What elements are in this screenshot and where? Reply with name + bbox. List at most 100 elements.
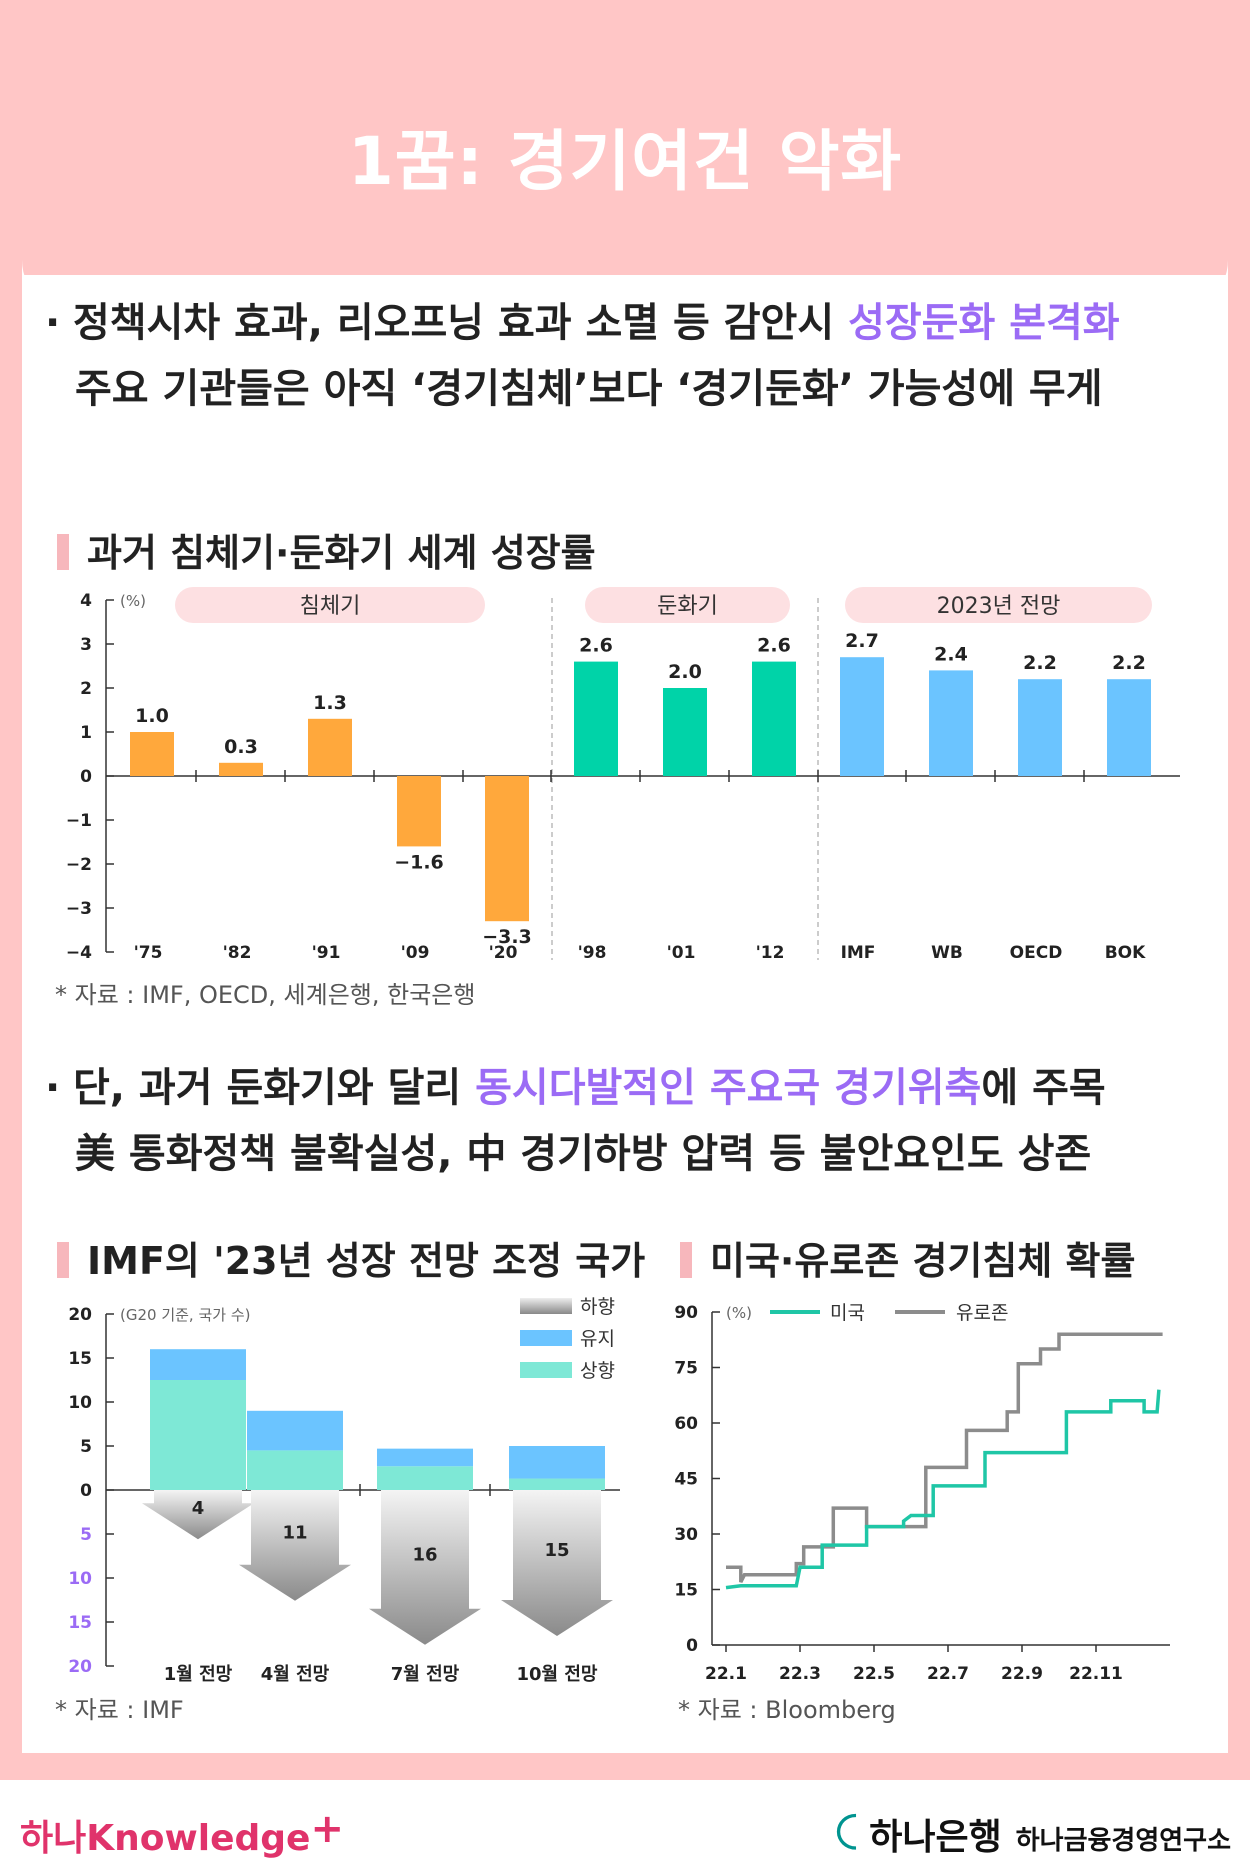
- data-label: 2.4: [934, 643, 968, 665]
- x-tick-label: IMF: [841, 943, 876, 963]
- bullet-1-highlight: 성장둔화 본격화: [848, 300, 1120, 346]
- bar-keep-2: [377, 1448, 473, 1467]
- y-tick-label: 5: [80, 1437, 92, 1457]
- down-label: 11: [282, 1522, 307, 1543]
- bar-3: [397, 776, 441, 847]
- bar-8: [840, 657, 884, 776]
- series-line-0: [725, 1389, 1161, 1590]
- bullet-2-post: 에 주목: [981, 1065, 1106, 1111]
- logo-text: 하나Knowledge: [20, 1818, 311, 1859]
- title-bar-icon: [57, 534, 69, 570]
- data-label: 2.2: [1112, 652, 1146, 674]
- group-label: 2023년 전망: [937, 594, 1061, 619]
- bar-down-arrow-2: [369, 1490, 481, 1645]
- y-tick-label: 20: [68, 1305, 92, 1325]
- bullet-2: · 단, 과거 둔화기와 달리 동시다발적인 주요국 경기위축에 주목 美 통화정…: [45, 1055, 1106, 1187]
- bar-5: [574, 661, 618, 776]
- bar-10: [1018, 679, 1062, 776]
- bullet-2-text: 단, 과거 둔화기와 달리: [73, 1065, 476, 1111]
- bar-7: [752, 661, 796, 776]
- data-label: 2.7: [845, 630, 879, 652]
- bar-up-2: [377, 1466, 473, 1490]
- data-label: −1.6: [394, 851, 444, 873]
- group-pill: [585, 587, 790, 623]
- data-label: 2.6: [757, 635, 791, 657]
- bar-keep-3: [509, 1446, 605, 1479]
- bank-name: 하나은행: [869, 1817, 1002, 1858]
- growth-bar-chart: 4 3 2 1 0 −1 −2 −3 −4 (%) 1.0 '75 0.3 '82 1.3 '91 −1.6 '0…: [66, 587, 1180, 963]
- bullet-1-line2: 주요 기관들은 아직 ‘경기침체’보다 ‘경기둔화’ 가능성에 무게: [75, 366, 1103, 412]
- y-tick-label: 15: [68, 1349, 92, 1369]
- x-tick-label: 22.7: [927, 1664, 969, 1684]
- chart1-title-text: 과거 침체기·둔화기 세계 성장률: [87, 531, 596, 575]
- logo-plus-icon: +: [310, 1806, 344, 1852]
- chart2-subtitle: (G20 기준, 국가 수): [120, 1306, 251, 1324]
- bar-2: [308, 718, 352, 776]
- group-pill: [175, 587, 485, 623]
- footer: [0, 1780, 1250, 1874]
- page-title: 1꿈: 경기여건 악화: [347, 123, 903, 200]
- data-label: −3.3: [482, 926, 532, 948]
- source-chart2: * 자료 : IMF: [55, 1696, 184, 1724]
- bullet-2-highlight: 동시다발적인 주요국 경기위축: [475, 1065, 982, 1111]
- data-label: 1.0: [135, 705, 169, 727]
- group-label: 침체기: [300, 594, 361, 619]
- bar-up-3: [509, 1478, 605, 1490]
- x-tick-label: 10월 전망: [517, 1664, 598, 1685]
- series-line-1: [726, 1332, 1163, 1583]
- unit-label: (%): [120, 592, 146, 610]
- bar-down-arrow-3: [501, 1490, 613, 1636]
- data-label: 0.3: [224, 736, 258, 758]
- chart3-title-text: 미국·유로존 경기침체 확률: [710, 1239, 1136, 1283]
- group-label: 둔화기: [657, 594, 718, 619]
- y-tick-label: −3: [66, 899, 92, 919]
- x-tick-label: 22.9: [1001, 1664, 1043, 1684]
- x-tick-label: '20: [489, 943, 518, 963]
- y-tick-label: 75: [674, 1359, 698, 1379]
- legend-swatch: [520, 1362, 572, 1378]
- y-tick-label: 0: [80, 767, 92, 787]
- down-label: 16: [412, 1544, 437, 1565]
- title-bar-icon: [57, 1242, 69, 1278]
- bullet-2-line2: 美 통화정책 불확실성, 中 경기하방 압력 등 불안요인도 상존: [75, 1131, 1092, 1177]
- x-tick-label: '98: [578, 943, 607, 963]
- x-tick-label: '91: [312, 943, 341, 963]
- x-tick-label: BOK: [1105, 943, 1146, 963]
- x-tick-label: OECD: [1010, 943, 1063, 963]
- y-tick-label: 30: [674, 1525, 698, 1545]
- title-bar-icon: [680, 1242, 692, 1278]
- y-tick-label: 10: [68, 1393, 92, 1413]
- bullet-1: · 정책시차 효과, 리오프닝 효과 소멸 등 감안시 성장둔화 본격화 주요 기…: [45, 290, 1120, 422]
- y-tick-label: 0: [686, 1636, 698, 1656]
- y-tick-label: 3: [80, 635, 92, 655]
- bar-down-arrow-0: [142, 1490, 254, 1540]
- data-label: 2.6: [579, 635, 613, 657]
- bar-up-1: [247, 1450, 343, 1490]
- y-tick-label-down: 5: [80, 1525, 92, 1545]
- legend-label: 미국: [830, 1302, 865, 1324]
- x-tick-label: WB: [931, 943, 963, 963]
- bar-9: [929, 670, 973, 776]
- legend-label: 유지: [580, 1328, 615, 1350]
- x-tick-label: 1월 전망: [164, 1664, 233, 1685]
- bar-6: [663, 688, 707, 776]
- y-tick-label-down: 15: [68, 1613, 92, 1633]
- y-tick-label: 0: [80, 1481, 92, 1501]
- y-tick-label: 90: [674, 1303, 698, 1323]
- recession-probability-chart: 90 75 60 45 30 15 0 22.1 22.3 22.5 22.7 22.9 22.11 (%…: [674, 1302, 1170, 1684]
- legend-label: 하향: [580, 1296, 615, 1318]
- y-tick-label-down: 20: [68, 1657, 92, 1677]
- bar-keep-0: [150, 1349, 246, 1380]
- chart2-title: IMF의 '23년 성장 전망 조정 국가: [57, 1230, 645, 1285]
- bar-0: [130, 732, 174, 776]
- bar-down-arrow-1: [239, 1490, 351, 1601]
- bar-keep-1: [247, 1410, 343, 1451]
- institute-name: 하나금융경영연구소: [1015, 1826, 1232, 1856]
- imf-adjustment-chart: 20 15 10 5 0 5 10 15 20 (G20 기준, 국가 수) 4 1월 전망 11 4월 …: [68, 1296, 620, 1685]
- hana-mark-icon: ꉔ: [830, 1813, 862, 1859]
- legend-label: 상향: [580, 1360, 615, 1382]
- x-tick-label: '75: [134, 943, 163, 963]
- hana-bank-logo: ꉔ 하나은행 하나금융경영연구소: [830, 1806, 1231, 1860]
- source-chart3: * 자료 : Bloomberg: [678, 1696, 896, 1724]
- legend-label: 유로존: [956, 1302, 1008, 1324]
